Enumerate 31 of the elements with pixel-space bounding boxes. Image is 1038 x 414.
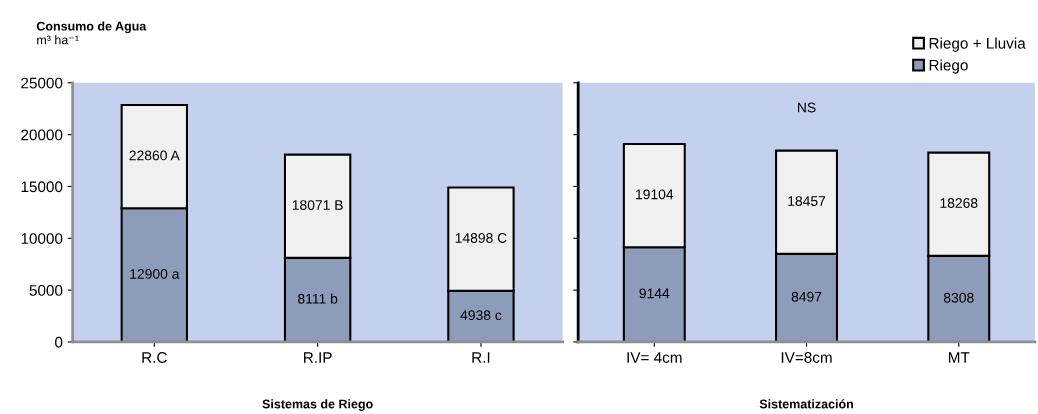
- legend-label: Riego + Lluvia: [929, 37, 1026, 52]
- total-label: 22860 A: [129, 150, 180, 161]
- legend-label: Riego: [929, 59, 968, 74]
- chart-title: Consumo de Agua: [36, 21, 147, 34]
- data-label: 8308: [943, 292, 974, 303]
- x-tick-label: R.C: [142, 352, 167, 363]
- x-axis-title: Sistematización: [759, 399, 853, 409]
- data-label: 8111 b: [298, 293, 338, 304]
- x-axis-title: Sistemas de Riego: [262, 399, 373, 411]
- annotation: NS: [798, 102, 816, 113]
- y-tick-label: 5000: [29, 285, 63, 296]
- y-tick-label: 20000: [21, 129, 63, 141]
- x-tick-label: R.I: [472, 352, 490, 363]
- y-tick-label: 10000: [21, 233, 63, 244]
- x-tick-label: R.IP: [304, 352, 332, 363]
- x-tick-label: MT: [948, 352, 970, 363]
- y-tick-label: 15000: [21, 181, 63, 193]
- total-label: 18071 B: [292, 200, 343, 210]
- total-label: 14898 C: [455, 233, 507, 243]
- data-label: 4938 c: [460, 310, 502, 321]
- y-tick-label: 0: [55, 336, 63, 348]
- data-label: 8497: [791, 291, 822, 302]
- y-tick-label: 25000: [21, 77, 63, 89]
- data-label: 9144: [639, 288, 670, 299]
- total-label: 18457: [788, 196, 826, 206]
- y-axis-title: m³ ha⁻¹: [37, 35, 79, 45]
- x-tick-label: IV= 4cm: [627, 352, 682, 363]
- total-label: 18268: [940, 198, 978, 208]
- data-label: 12900 a: [130, 268, 180, 279]
- x-tick-label: IV=8cm: [781, 352, 832, 363]
- total-label: 19104: [636, 189, 674, 200]
